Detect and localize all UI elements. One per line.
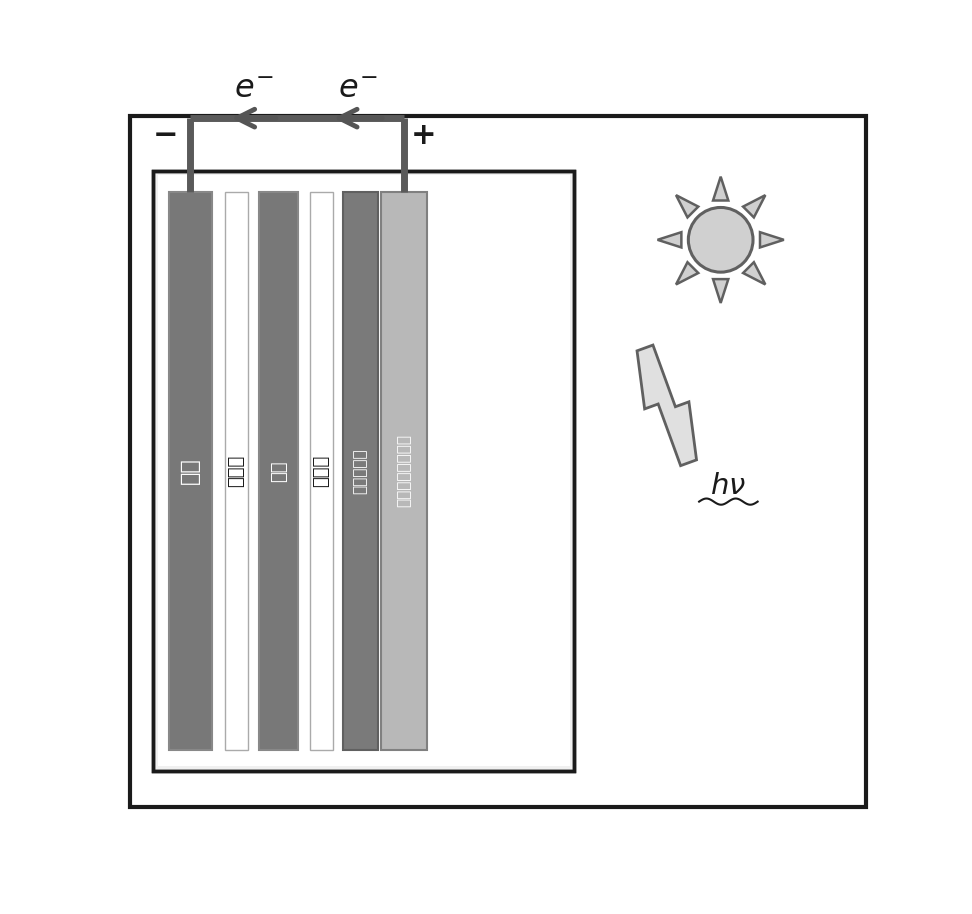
Text: 半导体光电极材料: 半导体光电极材料: [397, 434, 412, 507]
Bar: [225, 192, 248, 749]
Polygon shape: [760, 232, 783, 248]
Text: 电解质: 电解质: [227, 454, 245, 487]
Polygon shape: [637, 345, 697, 465]
Bar: [157, 175, 570, 767]
Text: $e^{-}$: $e^{-}$: [338, 73, 378, 104]
Text: 隔膜: 隔膜: [269, 460, 288, 482]
Polygon shape: [677, 196, 698, 218]
Polygon shape: [713, 279, 728, 303]
Bar: [260, 192, 298, 749]
Text: 电解质: 电解质: [312, 454, 330, 487]
Polygon shape: [743, 196, 765, 218]
Bar: [381, 192, 428, 749]
Text: 锤片: 锤片: [180, 457, 200, 484]
Polygon shape: [677, 262, 698, 284]
Circle shape: [688, 207, 753, 272]
Polygon shape: [743, 262, 765, 284]
Polygon shape: [713, 176, 728, 200]
Bar: [154, 171, 574, 771]
Text: $h\nu$: $h\nu$: [711, 473, 746, 500]
Polygon shape: [657, 232, 681, 248]
Bar: [154, 171, 574, 771]
Text: 硫复合电极: 硫复合电极: [353, 448, 367, 494]
Bar: [168, 192, 212, 749]
Bar: [342, 192, 378, 749]
Bar: [309, 192, 332, 749]
Text: +: +: [410, 121, 436, 150]
Text: $e^{-}$: $e^{-}$: [233, 73, 273, 104]
Text: −: −: [153, 121, 178, 150]
